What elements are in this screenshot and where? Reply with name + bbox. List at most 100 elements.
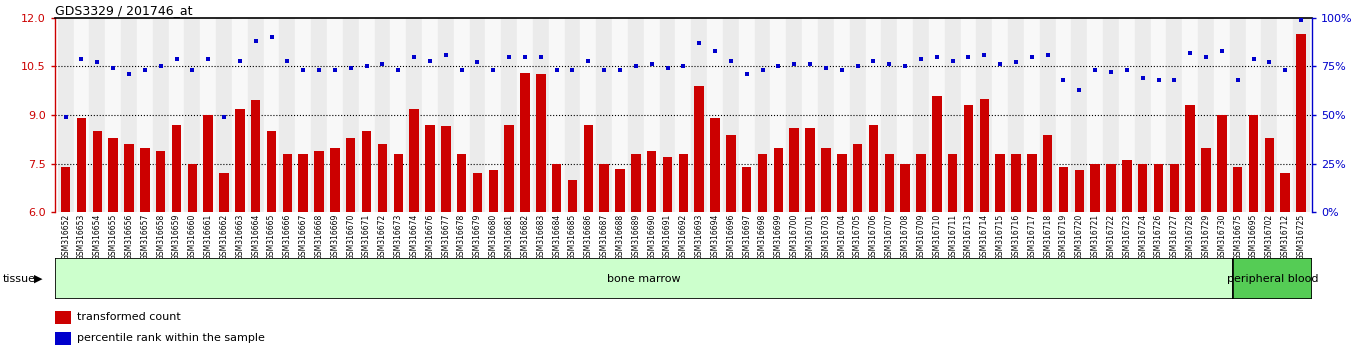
Bar — [216, 18, 232, 212]
Bar — [55, 332, 71, 345]
Bar — [409, 109, 419, 212]
Text: bone marrow: bone marrow — [607, 274, 681, 284]
Bar — [296, 18, 311, 212]
Bar — [235, 109, 244, 212]
Bar — [76, 118, 86, 212]
Bar — [1154, 164, 1163, 212]
Bar — [267, 131, 277, 212]
Bar — [1071, 18, 1087, 212]
Bar — [378, 144, 387, 212]
Bar — [866, 18, 881, 212]
Bar — [486, 18, 501, 212]
Bar — [584, 125, 593, 212]
Bar — [1058, 167, 1068, 212]
Text: tissue: tissue — [3, 274, 35, 284]
Bar — [74, 18, 90, 212]
Bar — [726, 135, 735, 212]
Bar — [1087, 18, 1103, 212]
Bar — [1233, 167, 1243, 212]
Bar — [1118, 18, 1135, 212]
Bar — [1230, 18, 1245, 212]
Bar — [884, 154, 893, 212]
Bar — [441, 126, 450, 212]
Bar — [1169, 164, 1178, 212]
Bar — [694, 86, 704, 212]
Bar — [201, 18, 216, 212]
Bar — [632, 154, 641, 212]
Bar — [393, 154, 402, 212]
Bar — [1249, 115, 1259, 212]
Bar — [454, 18, 469, 212]
Bar — [945, 18, 960, 212]
Bar — [1245, 18, 1262, 212]
Bar — [833, 18, 850, 212]
Bar — [996, 154, 1005, 212]
Bar — [1011, 154, 1020, 212]
Bar — [754, 18, 771, 212]
Bar — [900, 164, 910, 212]
Bar — [1296, 34, 1305, 212]
Bar — [1166, 18, 1183, 212]
Bar — [203, 115, 213, 212]
Bar — [932, 96, 941, 212]
Bar — [1039, 18, 1056, 212]
Bar — [232, 18, 248, 212]
Bar — [960, 18, 977, 212]
Bar — [406, 18, 421, 212]
Bar — [802, 18, 818, 212]
Bar — [964, 105, 974, 212]
Bar — [929, 18, 945, 212]
Bar — [612, 18, 627, 212]
Bar — [1027, 154, 1037, 212]
Bar — [1056, 18, 1071, 212]
Bar — [172, 125, 181, 212]
Bar — [567, 180, 577, 212]
Bar — [1043, 135, 1053, 212]
Bar — [1183, 18, 1198, 212]
Bar — [852, 144, 862, 212]
Bar — [977, 18, 992, 212]
Bar — [565, 18, 581, 212]
Bar — [739, 18, 754, 212]
Bar — [517, 18, 533, 212]
Bar — [786, 18, 802, 212]
Bar — [263, 18, 280, 212]
Bar — [707, 18, 723, 212]
Bar — [1281, 173, 1290, 212]
Bar — [881, 18, 898, 212]
Bar — [679, 154, 687, 212]
Bar — [375, 18, 390, 212]
Bar — [1123, 160, 1132, 212]
Bar — [533, 18, 548, 212]
Bar — [346, 138, 356, 212]
Bar — [552, 164, 562, 212]
Bar — [457, 154, 466, 212]
Bar — [742, 167, 752, 212]
Bar — [647, 151, 656, 212]
Bar — [359, 18, 375, 212]
Bar — [520, 73, 529, 212]
Text: ▶: ▶ — [34, 274, 42, 284]
Bar — [155, 151, 165, 212]
Bar — [711, 118, 720, 212]
Bar — [790, 128, 799, 212]
Bar — [426, 125, 435, 212]
Bar — [473, 173, 483, 212]
Bar — [758, 154, 768, 212]
Bar — [311, 18, 327, 212]
Bar — [61, 167, 71, 212]
Bar — [627, 18, 644, 212]
Bar — [169, 18, 184, 212]
Bar — [837, 154, 847, 212]
Bar — [692, 18, 707, 212]
Bar — [1198, 18, 1214, 212]
Bar — [330, 148, 340, 212]
Bar — [488, 170, 498, 212]
Bar — [821, 148, 831, 212]
Bar — [644, 18, 660, 212]
Bar — [1103, 18, 1118, 212]
Bar — [280, 18, 296, 212]
Bar — [723, 18, 739, 212]
Bar — [548, 18, 565, 212]
Bar — [108, 138, 117, 212]
